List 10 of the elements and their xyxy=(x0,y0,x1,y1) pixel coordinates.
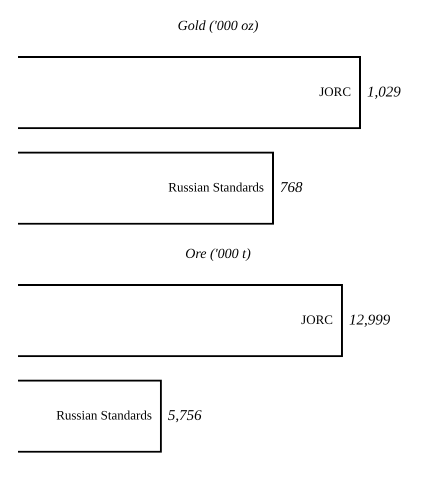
data-label: 5,756 xyxy=(168,408,202,424)
chart-title: Ore ('000 t) xyxy=(185,247,252,262)
y-tick-label: JORC xyxy=(319,84,351,100)
y-tick-label: Russian Standards xyxy=(168,180,264,195)
y-tick-label: Russian Standards xyxy=(56,408,152,423)
chart-title: Gold ('000 oz) xyxy=(178,19,259,34)
data-label: 12,999 xyxy=(348,312,391,329)
y-tick-label: JORC xyxy=(301,312,333,328)
data-label: 768 xyxy=(280,180,303,196)
data-label: 1,029 xyxy=(367,84,402,101)
